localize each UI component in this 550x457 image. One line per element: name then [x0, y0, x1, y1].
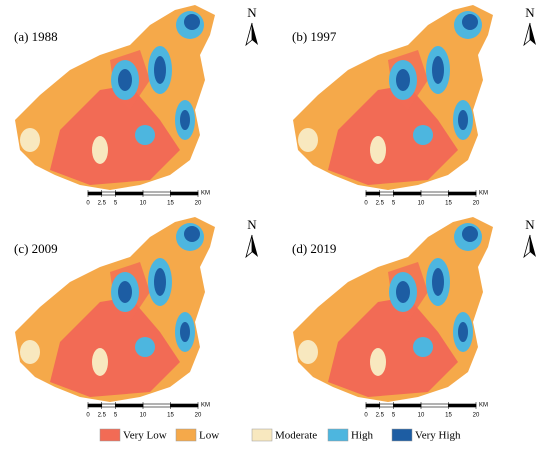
scale-label: 20 — [473, 201, 480, 207]
scale-segment — [101, 191, 116, 196]
legend-swatch — [327, 428, 349, 442]
scale-label: 10 — [140, 413, 147, 419]
legend-swatch — [99, 428, 121, 442]
map-panel: (c) 2009 N 0 2.5 5 10 15 20 KM — [0, 212, 258, 419]
scale-segment — [115, 191, 144, 196]
scale-segment — [379, 403, 394, 408]
panel-label: (a) 1988 — [14, 29, 58, 44]
scale-label: 2.5 — [376, 413, 385, 419]
scale-segment — [87, 191, 103, 196]
scale-label: 5 — [114, 413, 118, 419]
scale-segment — [393, 403, 422, 408]
scale-label: 10 — [140, 201, 147, 207]
scale-segment — [393, 191, 422, 196]
north-arrow — [245, 22, 253, 47]
scale-segment — [142, 403, 171, 408]
north-arrow — [252, 235, 258, 257]
scale-label: 2.5 — [98, 413, 107, 419]
scale-label: 5 — [392, 201, 396, 207]
scale-unit: KM — [201, 191, 210, 197]
legend-label: Moderate — [275, 430, 317, 442]
scale-unit: KM — [479, 403, 488, 409]
scale-label: 0 — [364, 413, 368, 419]
north-arrow — [245, 234, 253, 259]
scale-label: 0 — [86, 201, 90, 207]
scale-segment — [142, 191, 171, 196]
north-arrow — [530, 23, 536, 45]
scale-unit: KM — [201, 403, 210, 409]
scale-label: 2.5 — [98, 201, 107, 207]
scale-segment — [448, 191, 477, 196]
north-arrow — [523, 234, 531, 259]
map-panel: (a) 1988 N 0 2.5 5 10 15 20 KM — [0, 0, 258, 207]
scale-segment — [365, 191, 381, 196]
scale-segment — [115, 403, 144, 408]
panel-label: (c) 2009 — [14, 241, 58, 256]
scale-segment — [170, 191, 199, 196]
north-label: N — [525, 5, 535, 20]
scale-label: 15 — [167, 413, 174, 419]
scale-label: 5 — [392, 413, 396, 419]
legend-label: Very Low — [123, 430, 167, 442]
north-arrow — [252, 23, 258, 45]
panel-label: (b) 1997 — [292, 29, 337, 44]
scale-label: 5 — [114, 201, 118, 207]
north-label: N — [247, 5, 257, 20]
scale-unit: KM — [479, 191, 488, 197]
scale-label: 20 — [473, 413, 480, 419]
scale-label: 20 — [195, 413, 202, 419]
scale-label: 10 — [418, 201, 425, 207]
panel-label: (d) 2019 — [292, 241, 336, 256]
scale-segment — [420, 191, 449, 196]
scale-label: 10 — [418, 413, 425, 419]
scale-segment — [101, 403, 116, 408]
north-label: N — [525, 217, 535, 232]
legend-swatch — [175, 428, 197, 442]
north-label: N — [247, 217, 257, 232]
scale-label: 0 — [364, 201, 368, 207]
scale-segment — [379, 191, 394, 196]
scale-segment — [170, 403, 199, 408]
legend-label: Very High — [415, 430, 461, 442]
scale-segment — [365, 403, 381, 408]
scale-label: 0 — [86, 413, 90, 419]
scale-segment — [448, 403, 477, 408]
legend-label: High — [351, 430, 374, 442]
scale-label: 15 — [445, 413, 452, 419]
scale-label: 15 — [445, 201, 452, 207]
north-arrow — [523, 22, 531, 47]
scale-label: 15 — [167, 201, 174, 207]
legend-label: Low — [199, 430, 219, 442]
scale-segment — [87, 403, 103, 408]
legend-swatch — [251, 428, 273, 442]
map-panel: (d) 2019 N 0 2.5 5 10 15 20 KM — [278, 212, 536, 419]
scale-label: 20 — [195, 201, 202, 207]
north-arrow — [530, 235, 536, 257]
scale-label: 2.5 — [376, 201, 385, 207]
legend-swatch — [391, 428, 413, 442]
scale-segment — [420, 403, 449, 408]
map-panel: (b) 1997 N 0 2.5 5 10 15 20 KM — [278, 0, 536, 207]
